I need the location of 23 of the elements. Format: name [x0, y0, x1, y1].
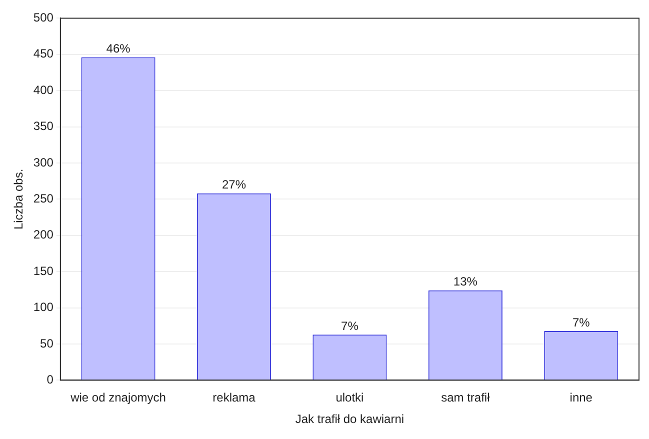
y-tick-label: 400	[33, 82, 54, 97]
y-tick-label: 500	[33, 10, 54, 25]
x-tick-label: reklama	[212, 390, 256, 405]
y-tick-label: 300	[33, 155, 54, 170]
annotation: 7%	[341, 318, 359, 333]
y-axis-title: Liczba obs.	[12, 168, 26, 230]
y-tick-label: 150	[33, 264, 54, 278]
annotation: 46%	[106, 42, 131, 56]
x-tick-label: wie od znajomych	[70, 390, 166, 405]
y-tick-label: 450	[33, 46, 54, 61]
y-tick-label: 0	[46, 372, 54, 387]
annotation: 27%	[222, 178, 246, 192]
annotation: 13%	[453, 274, 478, 289]
annotation: 7%	[572, 315, 590, 330]
y-tick-label: 350	[33, 119, 54, 134]
y-tick-label: 250	[33, 192, 54, 206]
y-tick-label: 50	[40, 336, 54, 350]
x-tick-label: inne	[570, 390, 593, 405]
y-tick-label: 100	[33, 300, 54, 314]
x-axis-title: Jak trafił do kawiarni	[295, 412, 404, 426]
x-tick-label: ulotki	[336, 390, 364, 405]
x-tick-label: sam trafił	[441, 390, 490, 405]
y-tick-label: 200	[33, 228, 54, 242]
